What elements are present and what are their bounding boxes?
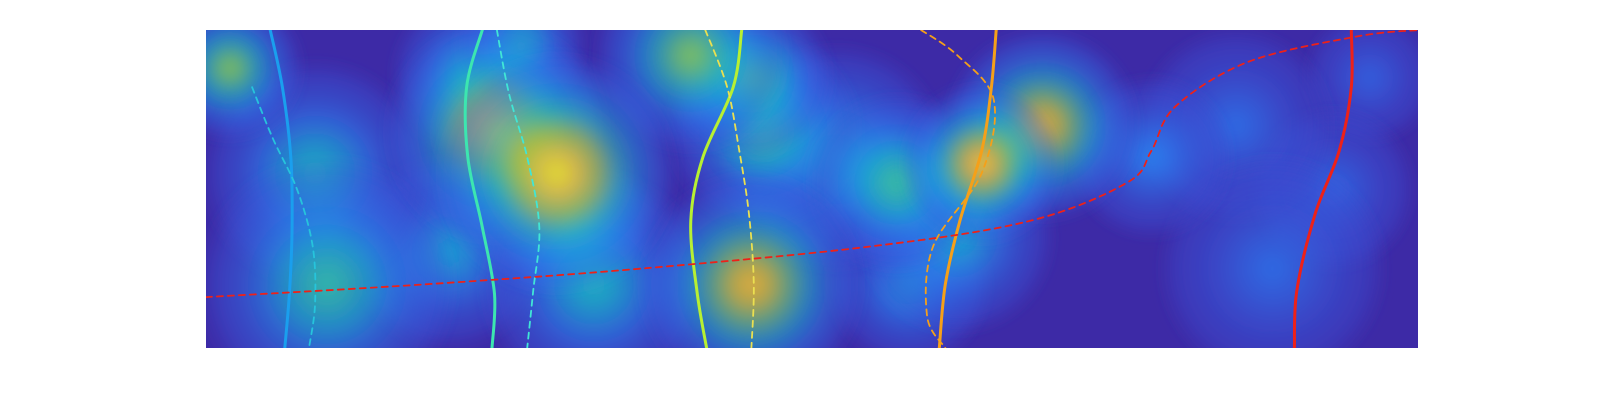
series-line-8 [920, 30, 996, 348]
series-layer [206, 30, 1418, 348]
series-line-7 [937, 30, 998, 348]
density-layer [206, 30, 1418, 348]
series-line-6 [704, 30, 755, 348]
density-blob [434, 50, 681, 296]
series-line-4 [496, 30, 541, 348]
density-blob [206, 30, 304, 142]
series-line-1 [268, 30, 294, 348]
series-line-10 [206, 30, 1418, 298]
series-line-3 [463, 30, 497, 348]
density-blob [636, 169, 866, 348]
series-line-2 [251, 86, 317, 348]
plot-area [206, 30, 1418, 348]
series-line-5 [689, 30, 744, 348]
density-blob [899, 81, 1064, 246]
density-blob [206, 153, 459, 348]
series-line-9 [1292, 30, 1354, 348]
